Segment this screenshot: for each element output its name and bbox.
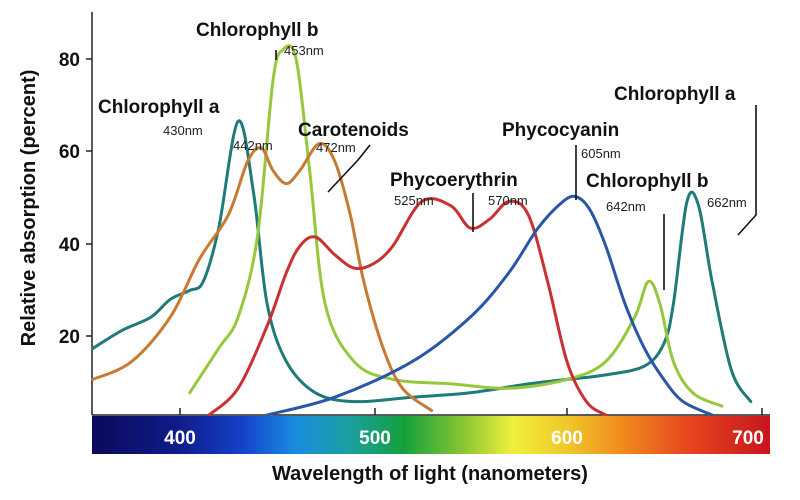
peak-label-430: 430nm [163,123,203,138]
series-line-phycoerythrin [207,197,608,417]
peak-label-525: 525nm [394,193,434,208]
label-chlorophyll-b-blue: Chlorophyll b [196,20,318,41]
x-tick-label: 600 [551,428,583,449]
peak-label-570: 570nm [488,193,528,208]
label-leaders [275,50,757,290]
visible-spectrum-bar [92,416,770,454]
y-axis-ticks: 80 60 40 20 [59,50,92,348]
peak-label-472: 472nm [316,140,356,155]
peak-label-442: 442nm [233,138,273,153]
series-line-chl-a [91,119,753,404]
series-line-chl-b [188,44,724,408]
label-chlorophyll-a-blue: Chlorophyll a [98,97,220,118]
x-tick-label: 700 [732,428,764,449]
label-chlorophyll-a-red: Chlorophyll a [614,84,736,105]
y-tick-label: 60 [59,142,80,163]
y-axis-title: Relative absorption (percent) [18,70,40,347]
label-phycoerythrin: Phycoerythrin [390,170,518,191]
label-phycocyanin: Phycocyanin [502,120,619,141]
peak-label-605: 605nm [581,146,621,161]
series-line-carotenoids [91,141,434,413]
y-tick-label: 20 [59,327,80,348]
y-tick-label: 80 [59,50,80,71]
peak-label-642: 642nm [606,199,646,214]
y-tick-label: 40 [59,235,80,256]
x-tick-label: 500 [359,428,391,449]
peak-label-453: 453nm [284,43,324,58]
x-axis-title: Wavelength of light (nanometers) [272,463,588,485]
peak-label-662: 662nm [707,195,747,210]
x-tick-label: 400 [164,428,196,449]
label-carotenoids: Carotenoids [298,120,409,141]
label-chlorophyll-b-red: Chlorophyll b [586,171,708,192]
series-line-phycocyanin [265,194,714,417]
series-layer [91,44,753,417]
x-axis-ticks [179,408,763,415]
